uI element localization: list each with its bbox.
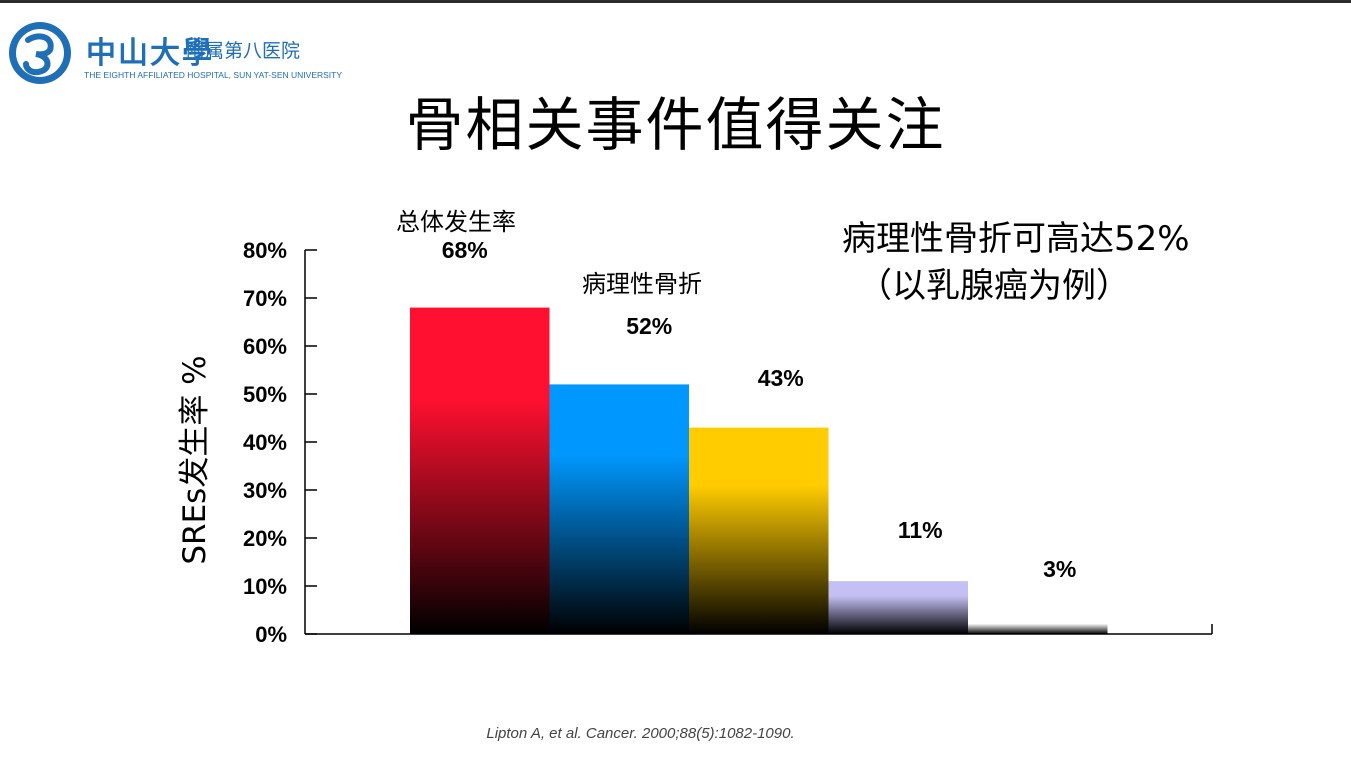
- note-line-2: （以乳腺癌为例）: [858, 266, 1130, 306]
- bar-value-label-2: 52%: [626, 313, 672, 339]
- logo-chinese-name: 中山大學: [86, 36, 214, 71]
- y-tick-label: 20%: [243, 526, 287, 551]
- y-tick-label: 40%: [243, 430, 287, 455]
- y-tick-label: 0%: [255, 622, 287, 647]
- logo-english-name: THE EIGHTH AFFILIATED HOSPITAL, SUN YAT-…: [84, 70, 343, 80]
- bar-value-label-1: 68%: [442, 237, 488, 263]
- y-tick-label: 70%: [243, 286, 287, 311]
- bar-annotation-overall: 总体发生率: [396, 208, 516, 236]
- bar-4: [828, 581, 968, 634]
- bar-value-label-3: 43%: [758, 365, 804, 391]
- y-tick-label: 10%: [243, 574, 287, 599]
- logo-subtitle: 附属第八医院: [186, 40, 301, 62]
- bar-1: [410, 307, 550, 634]
- y-tick-label: 30%: [243, 478, 287, 503]
- y-tick-label: 50%: [243, 382, 287, 407]
- bar-2: [549, 384, 689, 634]
- bar-5: [968, 619, 1108, 634]
- hospital-emblem-icon: [9, 22, 71, 84]
- top-border: [0, 0, 1351, 3]
- citation: Lipton A, et al. Cancer. 2000;88(5):1082…: [486, 725, 795, 742]
- bar-annotation-fracture: 病理性骨折: [582, 270, 702, 298]
- bar-value-label-5: 3%: [1043, 556, 1076, 582]
- y-axis-label: SREs发生率 %: [177, 355, 213, 564]
- page-title: 骨相关事件值得关注: [405, 91, 946, 159]
- note-line-1: 病理性骨折可高达52%: [842, 219, 1190, 259]
- y-tick-label: 60%: [243, 334, 287, 359]
- y-tick-label: 80%: [243, 238, 287, 263]
- hospital-logo: 中山大學 附属第八医院 THE EIGHTH AFFILIATED HOSPIT…: [6, 20, 346, 90]
- bar-value-label-4: 11%: [898, 517, 943, 543]
- bar-3: [689, 427, 829, 634]
